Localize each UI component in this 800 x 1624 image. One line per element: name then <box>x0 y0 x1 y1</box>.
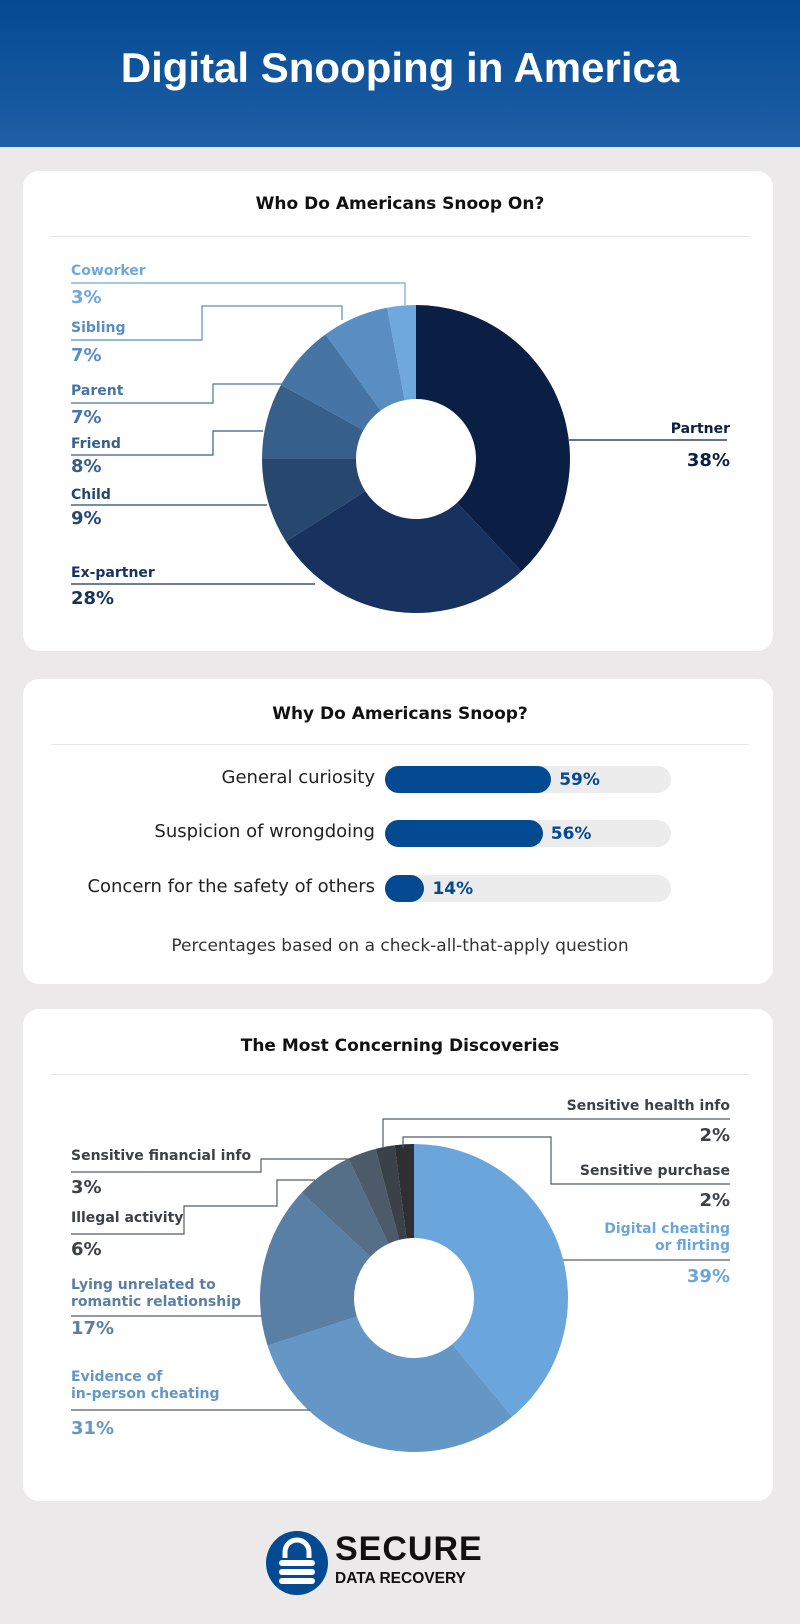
category-label-ex-partner: Ex-partner <box>71 565 155 581</box>
leader-line <box>71 1179 315 1235</box>
value-label-child: 9% <box>71 508 102 529</box>
slice-ex-partner <box>285 491 522 613</box>
label-line: Sensitive health info <box>566 1098 730 1114</box>
value-label-sibling: 7% <box>71 345 102 366</box>
leader-line <box>382 1118 730 1148</box>
category-label-evidence-of-in-person-cheating: Evidence of in-person cheating <box>71 1369 219 1403</box>
divider <box>51 236 749 237</box>
value-label-sensitive-health-info: 2% <box>699 1125 730 1146</box>
leader-line <box>71 430 263 456</box>
category-label-illegal-activity: Illegal activity <box>71 1210 183 1227</box>
slice-friend <box>262 384 364 459</box>
value-label-digital-cheating-or-flirting: 39% <box>686 1266 730 1287</box>
label-line: in-person cheating <box>71 1386 220 1402</box>
value-label-coworker: 3% <box>71 287 102 308</box>
logo: SECURE DATA RECOVERY <box>265 1530 515 1596</box>
logo-text: SECURE <box>335 1530 483 1568</box>
value-label-illegal-activity: 6% <box>71 1239 102 1260</box>
bar-track: 14% <box>385 875 671 902</box>
padlock-logo-icon <box>266 1531 328 1595</box>
bar-track: 59% <box>385 766 671 793</box>
category-label-sibling: Sibling <box>71 320 126 336</box>
category-label-sensitive-health-info: Sensitive health info <box>567 1098 730 1115</box>
slice-illegal-activity <box>301 1158 389 1257</box>
slice-child <box>262 459 366 542</box>
slice-sensitive-health-info <box>375 1145 407 1240</box>
category-label-digital-cheating-or-flirting: Digital cheating or flirting <box>604 1221 730 1255</box>
label-line: Lying unrelated to <box>71 1277 216 1293</box>
bar-concern-for-the-safety-of-others <box>385 875 425 902</box>
slice-partner <box>416 305 570 572</box>
bar-label-suspicion-of-wrongdoing: Suspicion of wrongdoing <box>154 821 375 842</box>
label-line: or flirting <box>655 1238 730 1254</box>
bar-value: 56% <box>550 824 592 844</box>
leader-line <box>71 282 406 305</box>
leader-line <box>71 305 343 341</box>
leader-line <box>71 1158 350 1173</box>
chart-title-who: Who Do Americans Snoop On? <box>255 194 545 214</box>
value-label-parent: 7% <box>71 407 102 428</box>
category-label-parent: Parent <box>71 383 124 399</box>
value-label-lying-unrelated-to-romantic-relationship: 17% <box>71 1318 115 1339</box>
value-label-friend: 8% <box>71 456 102 477</box>
bar-value: 59% <box>559 770 600 790</box>
category-label-friend: Friend <box>71 436 121 452</box>
bar-label-concern-for-the-safety-of-others: Concern for the safety of others <box>87 876 375 897</box>
header-banner: Digital Snooping in America <box>0 0 800 147</box>
label-line: Evidence of <box>71 1369 163 1385</box>
label-line: romantic relationship <box>71 1294 242 1310</box>
category-label-lying-unrelated-to-romantic-relationship: Lying unrelated to romantic relationship <box>71 1277 241 1311</box>
chart-note: Percentages based on a check-all-that-ap… <box>171 936 629 956</box>
chart-title-discoveries: The Most Concerning Discoveries <box>240 1036 560 1056</box>
slice-sibling <box>325 307 405 411</box>
slice-parent <box>281 334 381 431</box>
leader-line <box>402 1136 730 1185</box>
chart-title-why: Why Do Americans Snoop? <box>272 704 528 724</box>
label-line: Sensitive purchase <box>579 1163 730 1179</box>
bar-value: 14% <box>432 879 474 899</box>
category-label-sensitive-financial-info: Sensitive financial info <box>71 1148 251 1165</box>
value-label-sensitive-purchase: 2% <box>699 1190 730 1211</box>
bar-label-general-curiosity: General curiosity <box>221 767 375 788</box>
label-line: Digital cheating <box>604 1221 730 1237</box>
logo-subtext: DATA RECOVERY <box>335 1570 466 1587</box>
label-line: Sensitive financial info <box>71 1148 252 1164</box>
value-label-sensitive-financial-info: 3% <box>71 1177 102 1198</box>
label-line: Illegal activity <box>71 1210 184 1226</box>
category-label-partner: Partner <box>670 421 730 437</box>
category-label-coworker: Coworker <box>71 263 146 279</box>
slice-lying-unrelated-to-romantic-relationship <box>260 1192 371 1346</box>
slice-sensitive-purchase <box>394 1144 414 1239</box>
divider <box>51 1074 749 1075</box>
slice-evidence-of-in-person-cheating <box>267 1316 513 1452</box>
slice-digital-cheating-or-flirting <box>414 1144 569 1417</box>
category-label-child: Child <box>71 487 111 503</box>
category-label-sensitive-purchase: Sensitive purchase <box>580 1163 730 1180</box>
bar-track: 56% <box>385 820 671 847</box>
leader-line <box>71 383 282 404</box>
value-label-evidence-of-in-person-cheating: 31% <box>71 1418 115 1439</box>
value-label-partner: 38% <box>686 450 730 471</box>
slice-sensitive-financial-info <box>348 1148 400 1244</box>
divider <box>51 744 749 745</box>
page-title: Digital Snooping in America <box>120 44 680 91</box>
slice-coworker <box>387 305 416 401</box>
bar-general-curiosity <box>385 766 552 793</box>
value-label-ex-partner: 28% <box>71 588 115 609</box>
bar-suspicion-of-wrongdoing <box>385 820 543 847</box>
